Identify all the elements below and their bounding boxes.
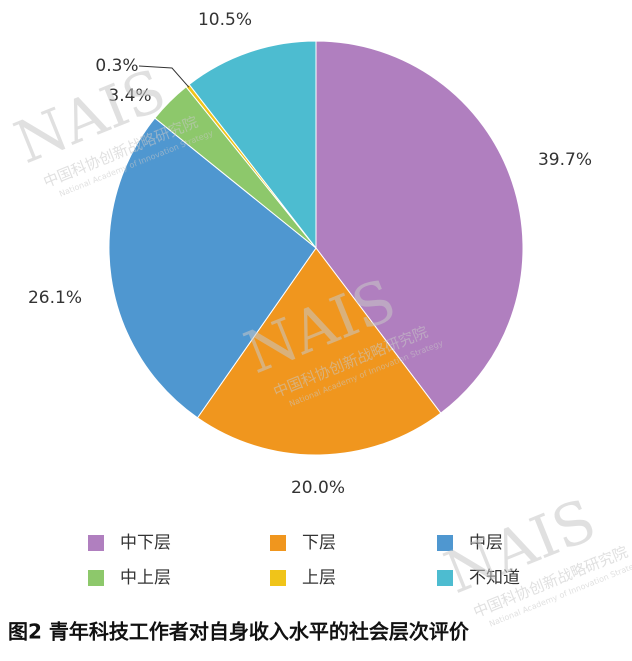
pie-slice: [188, 40, 317, 250]
chart-title: 图2 青年科技工作者对自身收入水平的社会层次评价: [8, 620, 470, 644]
pie-slice: [108, 117, 317, 419]
legend-label: 下层: [302, 533, 336, 553]
legend-label: 上层: [302, 568, 336, 588]
legend-swatch: [437, 535, 453, 551]
data-label: 10.5%: [198, 10, 252, 30]
data-label: 3.4%: [108, 86, 151, 106]
legend-swatch: [88, 535, 104, 551]
legend-swatch: [270, 535, 286, 551]
pie-slice: [196, 247, 442, 456]
data-label: 20.0%: [291, 478, 345, 498]
legend-label: 中上层: [120, 568, 171, 588]
leader-line: [138, 65, 190, 88]
legend-swatch: [88, 570, 104, 586]
data-label: 39.7%: [538, 150, 592, 170]
legend-label: 中层: [469, 533, 503, 553]
legend-label: 中下层: [120, 533, 171, 553]
legend-swatch: [270, 570, 286, 586]
data-label: 0.3%: [95, 56, 138, 76]
legend-swatch: [437, 570, 453, 586]
pie-slice: [315, 40, 524, 414]
legend-label: 不知道: [469, 568, 520, 588]
data-label: 26.1%: [28, 288, 82, 308]
